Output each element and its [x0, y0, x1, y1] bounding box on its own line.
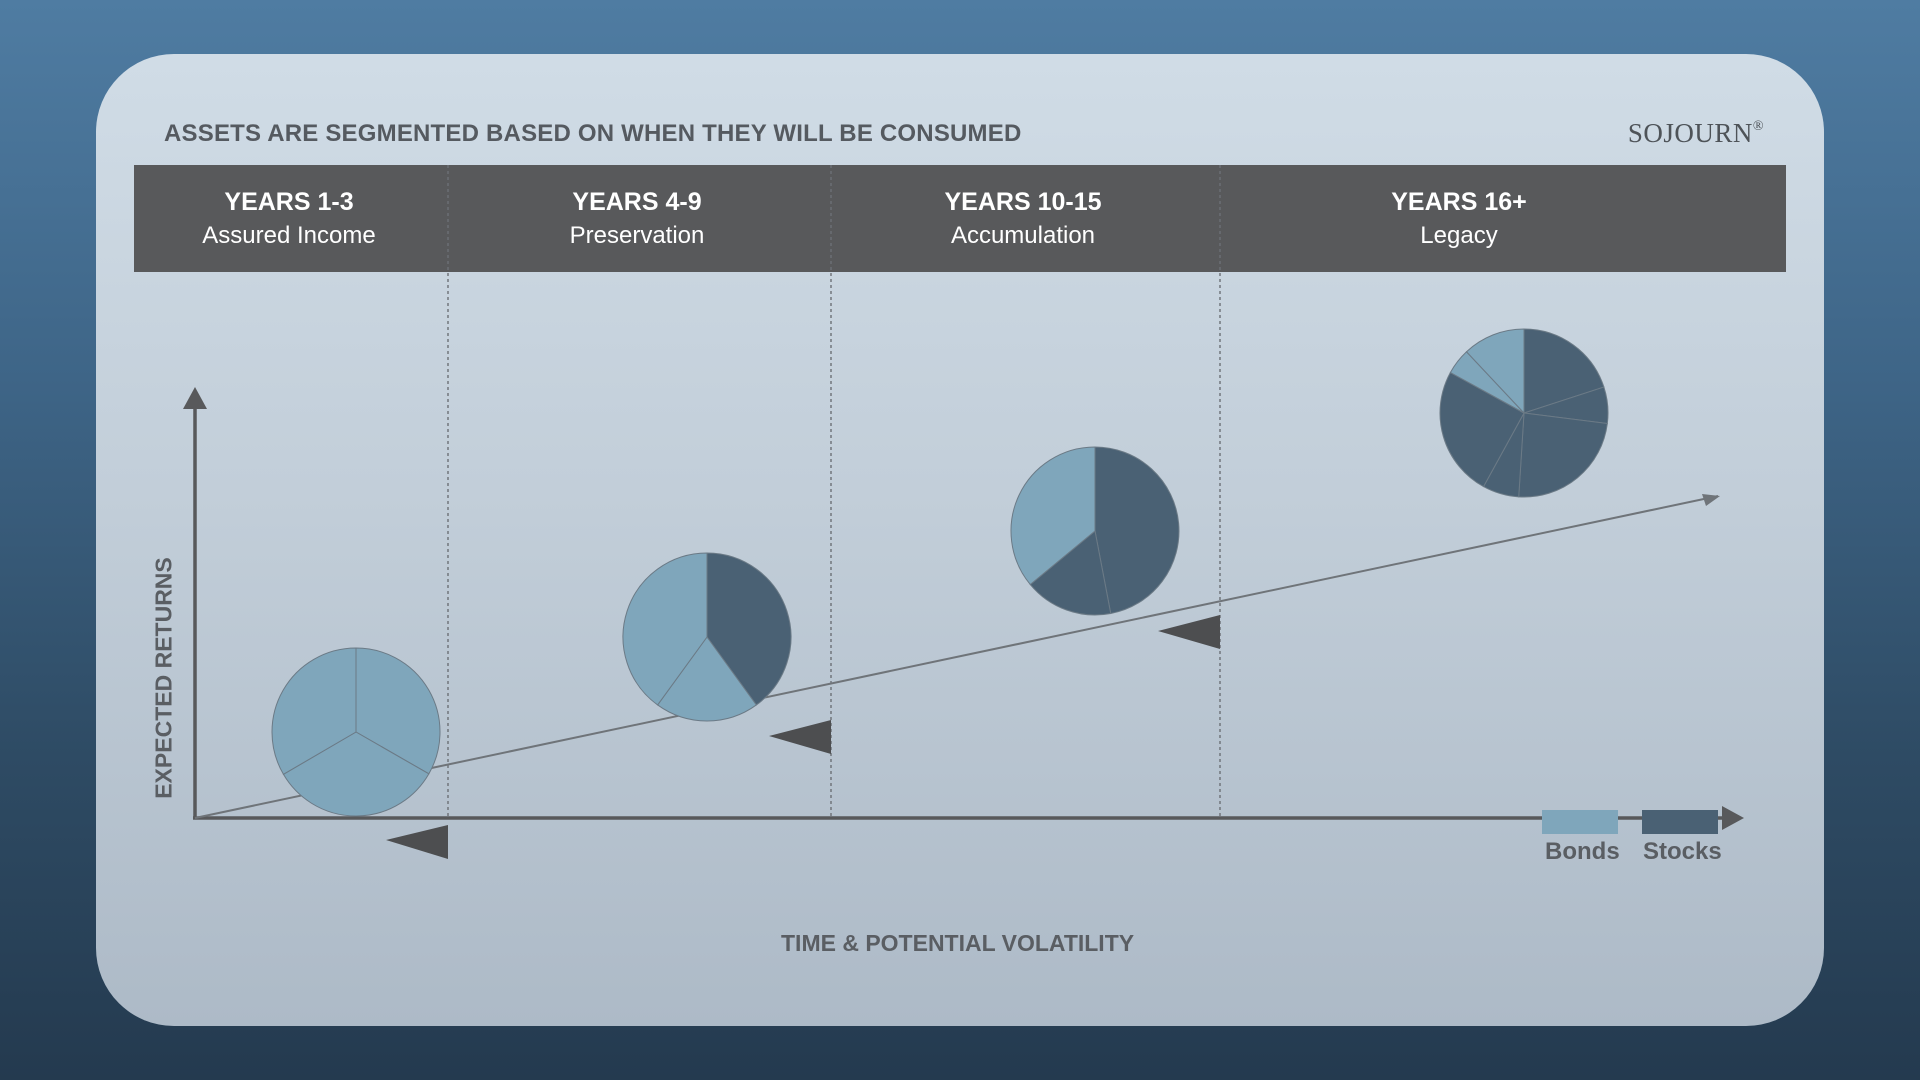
allocation-pie-years-1-3 [271, 647, 441, 817]
pie-slice-bonds [271, 647, 357, 775]
allocation-pie-years-10-15 [1010, 446, 1180, 616]
y-axis-label: EXPECTED RETURNS [150, 557, 177, 799]
pie-slice-bonds [656, 636, 758, 722]
allocation-pie-years-4-9 [622, 552, 792, 722]
pie-slice-bonds [622, 552, 708, 706]
legend-swatch-bonds [1542, 810, 1618, 834]
period-years-16-plus: YEARS 16+ Legacy [1219, 165, 1699, 272]
period-name-label: Preservation [569, 221, 705, 249]
period-years-label: YEARS 10-15 [944, 187, 1102, 216]
return-trend-line [194, 495, 1719, 819]
period-years-1-3: YEARS 1-3 Assured Income [134, 165, 444, 272]
pie-slice-stocks [706, 552, 792, 706]
period-name-label: Accumulation [950, 221, 1096, 249]
period-name-label: Assured Income [202, 221, 376, 249]
pie-slice-stocks [1518, 412, 1608, 498]
period-header-band: YEARS 1-3 Assured Income YEARS 4-9 Prese… [134, 165, 1786, 272]
pie-slice-stocks [1523, 328, 1605, 414]
pie-slice-bonds [1010, 446, 1096, 586]
allocation-pie-years-16-plus [1439, 328, 1609, 498]
legend-label-bonds: Bonds [1545, 838, 1620, 865]
x-axis-label: TIME & POTENTIAL VOLATILITY [781, 930, 1135, 956]
brand-logo: SOJOURN® [1628, 118, 1764, 149]
legend-swatch-stocks [1642, 810, 1718, 834]
pie-slice-bonds [282, 731, 430, 817]
trend-arrowhead [1702, 494, 1720, 506]
step-flag [386, 825, 448, 859]
brand-registered-mark: ® [1752, 119, 1764, 134]
pie-slice-stocks [1029, 530, 1112, 616]
diagram-canvas [183, 165, 1744, 859]
period-years-label: YEARS 4-9 [572, 187, 702, 216]
pie-slice-bonds [355, 647, 441, 775]
pie-slice-bonds [1465, 328, 1525, 415]
y-axis-arrowhead [183, 387, 207, 409]
period-name-label: Legacy [1420, 221, 1498, 249]
period-years-4-9: YEARS 4-9 Preservation [447, 165, 827, 272]
pie-slice-stocks [1094, 446, 1180, 615]
pie-slice-stocks [1439, 371, 1525, 488]
step-flag [769, 720, 831, 754]
x-axis-arrowhead [1722, 806, 1744, 830]
legend-label-stocks: Stocks [1643, 838, 1722, 865]
headline: ASSETS ARE SEGMENTED BASED ON WHEN THEY … [164, 120, 1022, 147]
period-years-label: YEARS 1-3 [224, 187, 354, 216]
period-years-10-15: YEARS 10-15 Accumulation [830, 165, 1216, 272]
brand-name: SOJOURN [1627, 118, 1753, 148]
step-flag [1158, 615, 1220, 649]
period-years-label: YEARS 16+ [1391, 187, 1527, 216]
diagram-card: ASSETS ARE SEGMENTED BASED ON WHEN THEY … [96, 54, 1824, 1026]
